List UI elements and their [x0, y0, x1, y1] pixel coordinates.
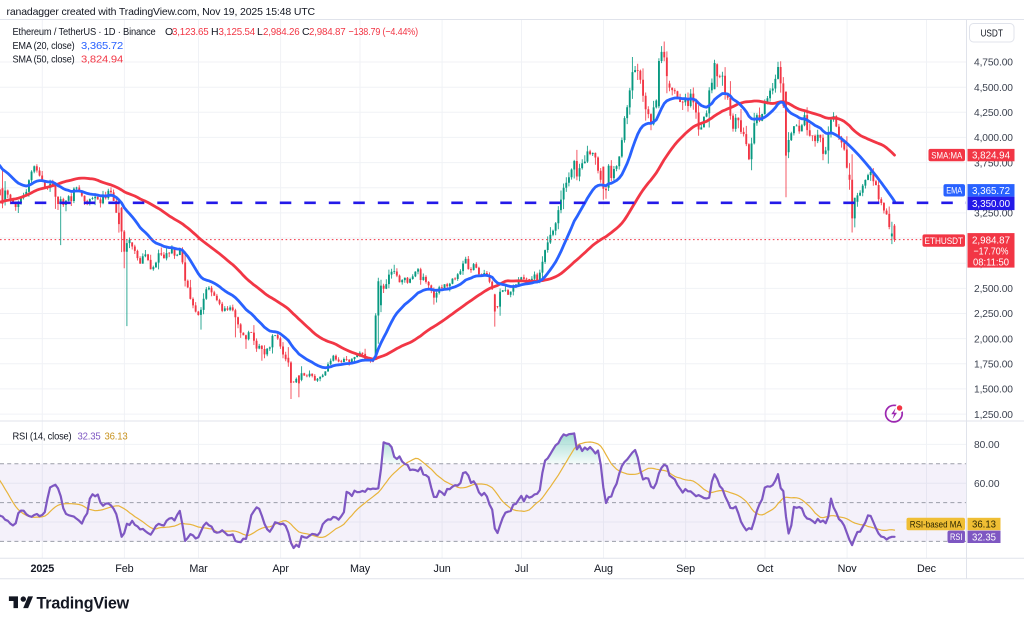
svg-text:RSI-based MA: RSI-based MA — [910, 519, 963, 530]
svg-text:ranadagger created with Tradin: ranadagger created with TradingView.com,… — [7, 6, 316, 18]
svg-text:80.00: 80.00 — [974, 440, 1000, 451]
svg-text:Mar: Mar — [189, 563, 208, 575]
svg-text:4,000.00: 4,000.00 — [974, 133, 1013, 144]
svg-text:36.13: 36.13 — [972, 520, 996, 531]
svg-text:3,824.94: 3,824.94 — [972, 151, 1010, 162]
svg-text:4,250.00: 4,250.00 — [974, 108, 1013, 119]
svg-text:3,250.00: 3,250.00 — [974, 209, 1013, 220]
svg-text:Jun: Jun — [434, 563, 451, 575]
svg-text:Oct: Oct — [757, 563, 774, 575]
svg-text:60.00: 60.00 — [974, 479, 1000, 490]
svg-text:1,750.00: 1,750.00 — [974, 360, 1013, 371]
svg-text:USDT: USDT — [980, 28, 1003, 39]
svg-text:Nov: Nov — [838, 563, 858, 575]
svg-text:3,350.00: 3,350.00 — [972, 199, 1010, 210]
svg-text:Dec: Dec — [917, 563, 937, 575]
svg-text:32.35: 32.35 — [972, 532, 996, 543]
svg-text:3,750.00: 3,750.00 — [974, 158, 1013, 169]
svg-text:1,500.00: 1,500.00 — [974, 385, 1013, 396]
svg-text:EMA: EMA — [946, 186, 963, 197]
svg-text:1,250.00: 1,250.00 — [974, 410, 1013, 421]
svg-text:08:11:50: 08:11:50 — [973, 257, 1009, 268]
svg-text:SMA:MA: SMA:MA — [931, 151, 963, 162]
svg-text:SMA (50, close)3,824.94: SMA (50, close) 3,824.94 — [13, 54, 124, 66]
svg-text:Apr: Apr — [272, 563, 289, 575]
svg-text:4,500.00: 4,500.00 — [974, 83, 1013, 94]
svg-text:EMA (20, close)3,365.72: EMA (20, close) 3,365.72 — [13, 40, 124, 52]
svg-text:2,500.00: 2,500.00 — [974, 284, 1013, 295]
svg-text:2025: 2025 — [30, 563, 54, 575]
svg-text:TradingView: TradingView — [37, 594, 131, 613]
svg-text:Jul: Jul — [515, 563, 529, 575]
svg-text:Aug: Aug — [594, 563, 613, 575]
svg-text:Sep: Sep — [676, 563, 695, 575]
svg-text:2,250.00: 2,250.00 — [974, 309, 1013, 320]
svg-text:Feb: Feb — [115, 563, 133, 575]
svg-text:−17.70%: −17.70% — [974, 247, 1009, 258]
svg-text:RSI: RSI — [950, 532, 963, 543]
svg-text:Ethereum / TetherUS · 1D · Bin: Ethereum / TetherUS · 1D · Binance O3,123… — [13, 26, 419, 38]
svg-text:May: May — [350, 563, 371, 575]
svg-text:2,000.00: 2,000.00 — [974, 334, 1013, 345]
svg-text:4,750.00: 4,750.00 — [974, 58, 1013, 69]
svg-text:ETHUSDT: ETHUSDT — [925, 236, 964, 247]
svg-text:2,984.87: 2,984.87 — [972, 235, 1010, 246]
svg-text:3,365.72: 3,365.72 — [972, 186, 1010, 197]
